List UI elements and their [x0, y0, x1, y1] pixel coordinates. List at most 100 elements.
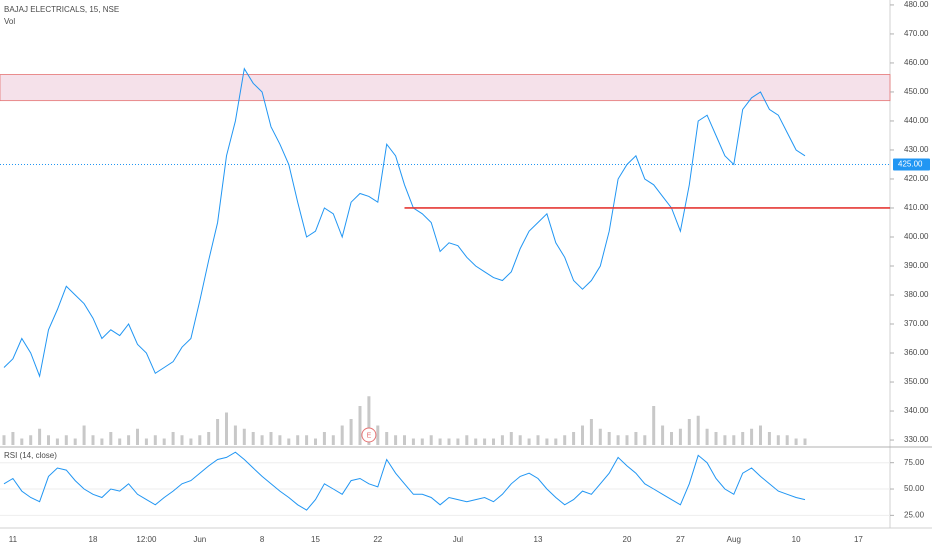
volume-bar — [349, 419, 353, 445]
volume-bar — [29, 435, 33, 445]
volume-bar — [518, 435, 522, 445]
x-tick-label: Jun — [193, 535, 206, 544]
volume-bar — [776, 435, 780, 445]
volume-bar — [652, 406, 656, 445]
volume-bar — [144, 438, 148, 445]
volume-bar — [322, 432, 326, 445]
volume-bar — [260, 435, 264, 445]
volume-bar — [447, 438, 451, 445]
volume-bar — [367, 396, 371, 445]
x-tick-label: 15 — [311, 535, 320, 544]
volume-bar — [38, 428, 42, 445]
volume-bar — [616, 435, 620, 445]
volume-bar — [109, 432, 113, 445]
y-tick-label: 450.00 — [904, 87, 929, 96]
price-line — [3, 451, 806, 511]
volume-bar — [767, 432, 771, 445]
volume-bar — [305, 435, 309, 445]
x-tick-label: 27 — [676, 535, 685, 544]
volume-bar — [251, 432, 255, 445]
volume-bar — [403, 435, 406, 445]
y-tick-label: 440.00 — [904, 116, 929, 125]
last-price-box — [893, 158, 930, 171]
volume-bar — [55, 438, 59, 445]
volume-bar — [759, 425, 762, 445]
last-price-label: 425.00 — [898, 160, 923, 169]
volume-bar — [696, 415, 700, 445]
volume-bar — [527, 438, 531, 445]
volume-bar — [198, 435, 202, 445]
volume-bar — [171, 432, 175, 445]
symbol-title: BAJAJ ELECTRICALS, 15, NSE — [4, 5, 119, 14]
volume-bar — [385, 432, 389, 445]
volume-bar — [536, 435, 540, 445]
volume-bar — [607, 432, 611, 445]
x-tick-label: 17 — [854, 535, 863, 544]
y-tick-label: 460.00 — [904, 58, 929, 67]
earnings-marker — [361, 427, 377, 443]
volume-bar — [394, 435, 398, 445]
volume-bar — [242, 428, 246, 445]
volume-bar — [705, 428, 709, 445]
volume-bar — [803, 438, 807, 445]
y-tick-label: 350.00 — [904, 377, 929, 386]
volume-bar — [581, 425, 584, 445]
x-tick-label: 22 — [373, 535, 382, 544]
y-tick-label: 370.00 — [904, 319, 929, 328]
volume-bar — [438, 438, 442, 445]
volume-bar — [118, 438, 122, 445]
volume-bar — [73, 438, 77, 445]
volume-bar — [153, 435, 157, 445]
volume-bar — [287, 438, 291, 445]
volume-bar — [643, 435, 647, 445]
volume-bar — [269, 432, 273, 445]
volume-bar — [456, 438, 460, 445]
volume-bar — [100, 438, 104, 445]
volume-bar — [678, 428, 682, 445]
volume-bar — [225, 412, 228, 445]
y-tick-label: 380.00 — [904, 290, 929, 299]
volume-bar — [91, 435, 95, 445]
x-tick-label: 18 — [89, 535, 98, 544]
y-tick-label: 400.00 — [904, 232, 929, 241]
volume-bar — [732, 435, 736, 445]
volume-bar — [741, 432, 745, 445]
volume-bar — [429, 435, 433, 445]
volume-bar — [661, 425, 665, 445]
volume-title: Vol — [4, 17, 15, 26]
x-tick-label: 13 — [534, 535, 543, 544]
y-tick-label: 360.00 — [904, 348, 929, 357]
volume-bar — [687, 419, 691, 445]
volume-bar — [376, 425, 380, 445]
volume-bar — [545, 438, 549, 445]
y-tick-label: 340.00 — [904, 406, 929, 415]
volume-bar — [509, 432, 513, 445]
volume-bar — [207, 432, 211, 445]
x-tick-label: 11 — [9, 535, 18, 544]
volume-bar — [598, 428, 602, 445]
y-tick-label: 75.00 — [904, 458, 925, 467]
volume-bar — [189, 438, 193, 445]
x-tick-label: Aug — [727, 535, 741, 544]
volume-bar — [554, 438, 558, 445]
volume-bar — [278, 435, 282, 445]
x-tick-label: 12:00 — [136, 535, 157, 544]
volume-bar — [331, 435, 335, 445]
volume-bar — [314, 438, 317, 445]
volume-bar — [483, 438, 487, 445]
y-tick-label: 390.00 — [904, 261, 929, 270]
volume-bar — [420, 438, 424, 445]
rsi-title: RSI (14, close) — [4, 451, 57, 460]
volume-bar — [714, 432, 718, 445]
y-tick-label: 50.00 — [904, 484, 925, 493]
volume-bar — [500, 435, 504, 445]
resistance-zone — [0, 74, 891, 102]
x-tick-label: 20 — [623, 535, 632, 544]
earnings-label: E — [367, 432, 372, 439]
x-tick-label: 8 — [260, 535, 265, 544]
volume-bar — [492, 438, 495, 445]
volume-bar — [474, 438, 478, 445]
y-tick-label: 480.00 — [904, 0, 929, 9]
